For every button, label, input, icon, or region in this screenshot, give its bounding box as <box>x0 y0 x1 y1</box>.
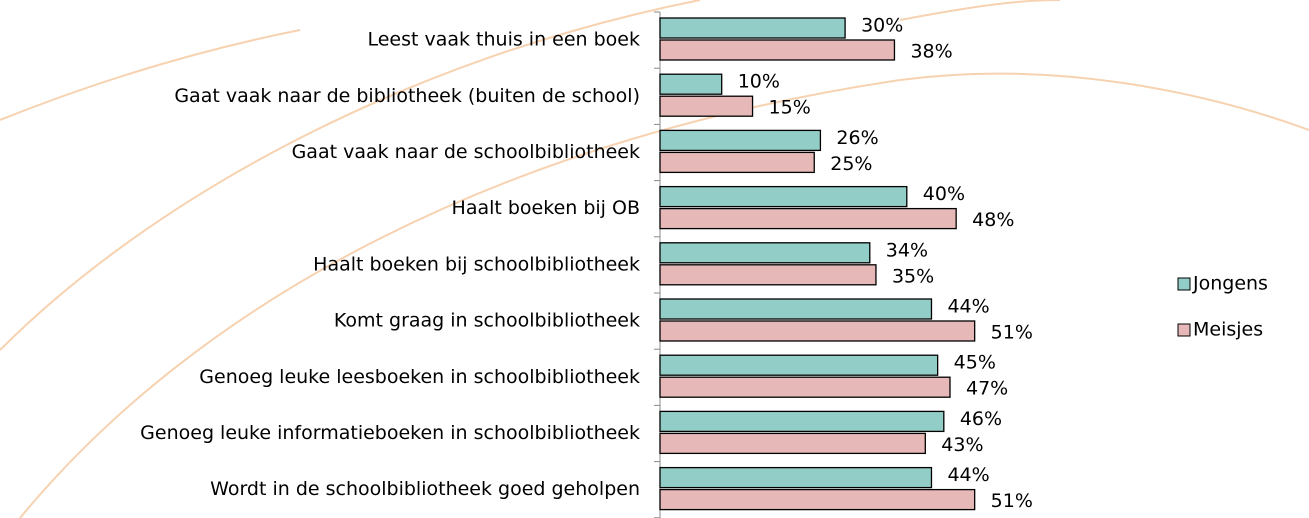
value-label: 34% <box>886 239 928 261</box>
bar <box>659 242 871 264</box>
bar <box>659 95 754 117</box>
value-label: 26% <box>836 127 878 149</box>
category-label: Wordt in de schoolbibliotheek goed gehol… <box>210 478 640 500</box>
value-label: 44% <box>947 296 989 318</box>
bar <box>659 151 815 174</box>
legend-label: Jongens <box>1192 273 1268 295</box>
bar <box>659 432 926 455</box>
bar <box>659 466 933 489</box>
value-label: 40% <box>923 183 965 205</box>
bar <box>659 354 939 376</box>
category-label: Genoeg leuke leesboeken in schoolbibliot… <box>199 366 640 388</box>
value-label: 38% <box>910 41 952 63</box>
value-label: 47% <box>966 378 1008 400</box>
bar <box>659 264 877 286</box>
bar <box>659 39 896 61</box>
value-label: 15% <box>769 97 811 119</box>
background-curve <box>899 0 1061 21</box>
category-label: Gaat vaak naar de bibliotheek (buiten de… <box>174 85 640 107</box>
value-label: 46% <box>960 408 1002 430</box>
category-label: Leest vaak thuis in een boek <box>367 29 640 51</box>
bar <box>659 185 908 208</box>
bar <box>659 207 957 230</box>
category-label: Komt graag in schoolbibliotheek <box>334 310 640 332</box>
background-curve <box>0 29 301 121</box>
background-curve <box>0 0 701 351</box>
category-label: Haalt boeken bij schoolbibliotheek <box>313 253 640 275</box>
legend-label: Meisjes <box>1193 319 1263 341</box>
bar <box>659 376 951 398</box>
category-label: Haalt boeken bij OB <box>452 197 640 219</box>
value-label: 45% <box>954 352 996 374</box>
bar <box>659 488 976 511</box>
legend-swatch <box>1177 323 1191 337</box>
value-label: 35% <box>892 265 934 287</box>
bar <box>659 320 976 342</box>
value-label: 51% <box>991 322 1033 344</box>
value-label: 10% <box>738 71 780 93</box>
legend-swatch <box>1177 277 1191 291</box>
bar <box>659 129 822 152</box>
category-label: Gaat vaak naar de schoolbibliotheek <box>292 141 640 163</box>
bar <box>659 298 933 320</box>
value-label: 43% <box>941 434 983 456</box>
value-label: 44% <box>947 464 989 486</box>
category-label: Genoeg leuke informatieboeken in schoolb… <box>140 422 640 444</box>
value-label: 30% <box>861 15 903 37</box>
bar <box>659 73 723 95</box>
value-label: 48% <box>972 209 1014 231</box>
value-label: 51% <box>991 490 1033 512</box>
bar <box>659 17 846 39</box>
bar <box>659 410 945 433</box>
value-label: 25% <box>830 153 872 175</box>
